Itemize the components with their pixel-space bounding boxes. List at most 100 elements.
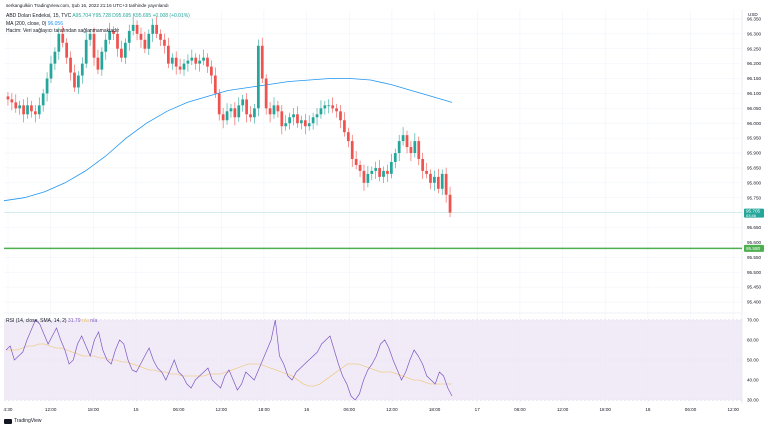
rsi-tick-label: 60.00 (747, 338, 759, 343)
candle-body (22, 105, 25, 115)
candle-body (280, 111, 284, 127)
tradingview-logo[interactable]: TradingView (4, 418, 42, 424)
candle-body (100, 51, 104, 70)
candle-body (260, 45, 264, 79)
candle-body (210, 66, 213, 76)
candle-body (253, 108, 256, 118)
candle-body (178, 66, 182, 70)
rsi-axis[interactable]: 70.00 60.00 50.00 40.00 30.00 (747, 318, 759, 403)
candle-body (202, 57, 205, 61)
time-tick-label: 18:00 (88, 407, 100, 412)
candle-body (84, 39, 88, 64)
candle-body (190, 57, 194, 61)
time-tick-label: 12:00 (727, 407, 739, 412)
candle-body (112, 30, 115, 34)
candle-body (186, 60, 190, 64)
candle-body (49, 63, 53, 79)
candle-body (77, 75, 80, 88)
price-tick-label: 96.150 (747, 76, 761, 81)
candle-body (362, 170, 366, 183)
candle-body (335, 108, 338, 112)
candle-body (405, 135, 409, 148)
candle-body (249, 114, 252, 118)
candle-body (339, 111, 342, 121)
hline-price-tag (744, 244, 764, 252)
time-tick-label: 4:30 (4, 407, 13, 412)
rsi-value3: n/a (90, 318, 98, 324)
candle-body (374, 167, 378, 171)
candle-body (166, 45, 170, 64)
candle-body (276, 105, 280, 112)
rsi-ma-polyline (6, 343, 452, 387)
rsi-lines (5, 319, 453, 401)
candle-body (440, 173, 444, 189)
price-tick-label: 96.250 (747, 46, 761, 51)
rsi-value: 31.79 (67, 318, 81, 324)
time-tick-label: 06:00 (173, 407, 185, 412)
rsi-band (4, 320, 742, 400)
candle-body (61, 33, 65, 43)
candle-body (413, 141, 417, 154)
time-tick-label: 18:00 (429, 407, 441, 412)
candle-body (147, 33, 151, 49)
candle-body (14, 102, 18, 109)
candle-body (127, 30, 131, 43)
price-tick-label: 96.300 (747, 31, 761, 36)
candle-body (346, 132, 350, 142)
price-tick-label: 96.100 (747, 91, 761, 96)
candle-body (155, 24, 158, 34)
ma-legend[interactable]: MA (200, close, 0) 96.056 (6, 21, 63, 27)
price-tick-label: 96.000 (747, 121, 761, 126)
candle-body (288, 117, 292, 124)
published-line: serkangulkiin TradingView.com, Şub 16, 2… (6, 3, 169, 8)
candle-body (213, 75, 217, 94)
time-tick-label: 15 (133, 407, 139, 412)
time-tick-label: 12:00 (45, 407, 57, 412)
price-tick-label: 95.500 (747, 270, 761, 275)
time-tick-label: 06:00 (514, 407, 526, 412)
price-tick-label: 95.550 (747, 255, 761, 260)
candle-body (135, 24, 139, 34)
tradingview-logo-icon (4, 418, 12, 424)
candle-body (194, 57, 198, 64)
candle-body (319, 108, 323, 115)
candle-body (10, 99, 14, 103)
candle-body (159, 33, 162, 40)
candle-body (311, 117, 315, 124)
time-tick-label: 06:00 (344, 407, 356, 412)
candle-body (241, 99, 245, 106)
symbol-name[interactable]: ABD Doları Endeksi, 15, TVC (6, 13, 72, 19)
candle-body (370, 170, 374, 174)
candle-body (41, 93, 45, 106)
candle-body (358, 164, 362, 171)
candle-body (104, 39, 108, 52)
ma-value: 96.056 (47, 21, 63, 27)
rsi-label: RSI (14, close, SMA, 14, 2) (6, 318, 67, 324)
price-tick-label: 95.800 (747, 180, 761, 185)
candle-body (65, 42, 69, 58)
candle-body (206, 57, 209, 67)
candle-body (327, 105, 331, 107)
candle-body (315, 114, 319, 118)
time-tick-label: 18:00 (258, 407, 270, 412)
time-tick-label: 12:00 (216, 407, 228, 412)
candles (6, 16, 452, 218)
candle-body (421, 158, 425, 171)
candle-body (92, 33, 96, 58)
symbol-header: ABD Doları Endeksi, 15, TVC A95.704 Y95.… (6, 13, 190, 19)
volume-note: Hacim: Veri sağlayıcı tarafından sağlanm… (6, 28, 120, 34)
time-axis[interactable]: 4:30 12:00 18:00 15 06:00 12:00 18:00 16 06:00 12… (4, 407, 740, 412)
price-tick-label: 96.200 (747, 61, 761, 66)
rsi-tick-label: 70.00 (747, 318, 759, 323)
rsi-legend[interactable]: RSI (14, close, SMA, 14, 2) 31.79 n/a n/… (6, 318, 97, 324)
candle-body (18, 105, 22, 109)
candle-body (292, 114, 295, 118)
candle-body (307, 123, 311, 127)
candle-body (303, 120, 307, 127)
candle-body (272, 105, 276, 115)
candle-body (393, 153, 397, 162)
time-tick-label: 17 (475, 407, 481, 412)
ma-polyline (3, 78, 453, 202)
